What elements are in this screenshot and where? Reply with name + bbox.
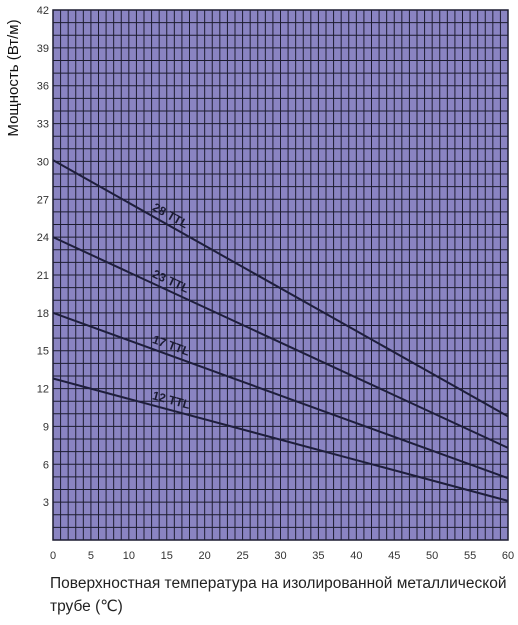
y-tick-label: 6 xyxy=(43,459,49,471)
x-tick-label: 10 xyxy=(123,550,135,562)
x-tick-label: 0 xyxy=(50,550,56,562)
y-tick-label: 42 xyxy=(37,5,49,17)
y-tick-label: 9 xyxy=(43,421,49,433)
x-tick-label: 55 xyxy=(464,550,476,562)
x-tick-label: 30 xyxy=(274,550,286,562)
y-tick-label: 12 xyxy=(37,384,49,396)
series-line xyxy=(52,236,509,449)
y-tick-label: 15 xyxy=(37,346,49,358)
x-tick-label: 5 xyxy=(88,550,94,562)
y-tick-label: 30 xyxy=(37,156,49,168)
y-tick-label: 33 xyxy=(37,119,49,131)
y-tick-label: 18 xyxy=(37,308,49,320)
x-tick-label: 45 xyxy=(388,550,400,562)
series-line xyxy=(52,377,509,502)
x-tick-label: 25 xyxy=(236,550,248,562)
series-line xyxy=(52,159,509,418)
x-axis-label: Поверхностная температура на изолированн… xyxy=(50,575,507,615)
plot-border xyxy=(52,9,509,541)
x-tick-label: 15 xyxy=(161,550,173,562)
x-tick-label: 35 xyxy=(312,550,324,562)
y-tick-label: 27 xyxy=(37,194,49,206)
y-tick-label: 3 xyxy=(43,497,49,509)
y-tick-label: 39 xyxy=(37,43,49,55)
series-line xyxy=(52,311,509,480)
x-tick-label: 20 xyxy=(199,550,211,562)
grid xyxy=(52,9,509,541)
x-tick-label: 60 xyxy=(502,550,514,562)
y-tick-label: 24 xyxy=(37,232,49,244)
y-axis-label: Мощность (Вт/м) xyxy=(5,19,22,136)
y-tick-label: 21 xyxy=(37,270,49,282)
y-tick-label: 36 xyxy=(37,81,49,93)
x-tick-label: 50 xyxy=(426,550,438,562)
x-tick-label: 40 xyxy=(350,550,362,562)
